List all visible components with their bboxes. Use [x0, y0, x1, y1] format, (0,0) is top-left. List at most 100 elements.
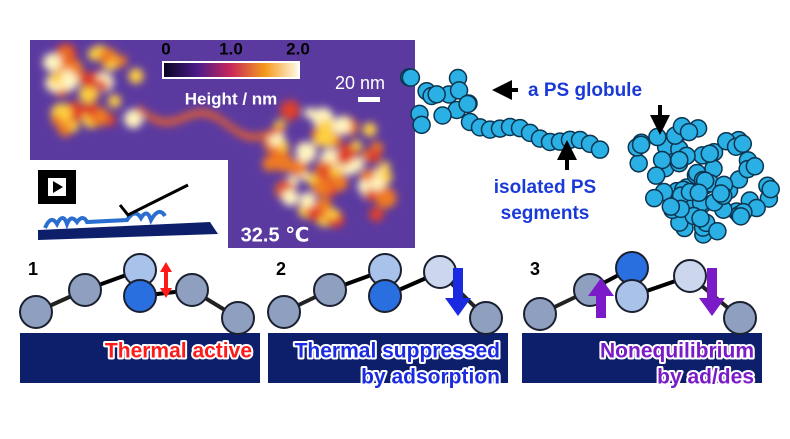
afm-blob	[234, 128, 242, 137]
monomer	[449, 81, 469, 100]
monomer	[745, 157, 765, 176]
afm-blob	[220, 118, 228, 127]
inset	[30, 160, 228, 248]
afm-blob	[97, 79, 109, 91]
arrow	[699, 268, 725, 316]
panels: 1 Thermal active 2 Thermal suppressed by ads…	[19, 251, 762, 391]
monomer	[711, 184, 731, 203]
afm-blob	[206, 110, 214, 119]
afm-blob	[369, 176, 385, 192]
segments-label: isolated PS	[494, 177, 596, 198]
monomer	[731, 207, 751, 226]
monomer	[679, 122, 699, 142]
panel-caption: by ad/des	[657, 366, 754, 389]
afm-blob	[280, 100, 301, 121]
afm-blob	[115, 54, 128, 67]
afm-blob	[178, 114, 186, 123]
afm-blob	[332, 174, 349, 191]
monomer	[631, 135, 651, 155]
afm-blob	[51, 114, 63, 126]
afm-blob	[87, 47, 102, 61]
afm-blob	[255, 132, 263, 141]
afm-blob	[128, 68, 144, 84]
afm-blob	[143, 111, 151, 120]
afm-blob	[61, 69, 72, 80]
afm-blob	[369, 206, 384, 222]
monomer	[412, 115, 431, 135]
substrate	[268, 333, 508, 383]
monomer	[733, 134, 753, 154]
afm-blob	[213, 113, 221, 122]
panel-number: 1	[28, 259, 38, 279]
monomer	[458, 94, 477, 114]
panel-caption: Thermal active	[105, 340, 252, 363]
bead	[68, 273, 102, 307]
afm-blob	[312, 136, 323, 147]
afm-features	[42, 43, 397, 228]
monomer	[652, 150, 672, 170]
polymer-chain	[399, 68, 780, 244]
panel-caption: Thermal suppressed	[295, 340, 500, 363]
bead	[19, 295, 53, 329]
bead	[175, 273, 209, 307]
bead	[423, 255, 457, 289]
monomer	[661, 197, 681, 216]
monomer	[691, 209, 710, 228]
afm-blob	[164, 118, 172, 127]
bead	[123, 279, 157, 313]
afm-blob	[241, 131, 249, 140]
afm-blob	[351, 157, 365, 171]
afm-blob	[269, 128, 277, 137]
afm-blob	[357, 180, 370, 193]
afm-blob	[83, 102, 98, 117]
afm-blob	[336, 149, 352, 166]
bead	[523, 297, 557, 331]
bead	[313, 273, 347, 307]
afm-blob	[375, 187, 397, 209]
afm-blob	[42, 53, 62, 72]
bead	[368, 279, 402, 313]
monomer	[644, 188, 664, 208]
afm-blob	[311, 177, 332, 197]
monomer	[708, 221, 727, 241]
afm-blob	[78, 84, 97, 104]
afm-blob	[295, 142, 317, 163]
colorbar-tick: 1.0	[219, 39, 243, 58]
arrow	[445, 268, 471, 316]
bead	[267, 295, 301, 329]
afm-blob	[305, 173, 317, 185]
colorbar-tick: 2.0	[286, 39, 310, 58]
substrate	[20, 333, 260, 383]
afm-blob	[98, 49, 114, 65]
bead	[221, 301, 255, 335]
afm-blob	[157, 117, 165, 126]
afm-blob	[68, 121, 80, 132]
panel-number: 3	[530, 259, 540, 279]
bead	[615, 279, 649, 313]
afm-blob	[366, 148, 382, 163]
panel-caption: by adsorption	[361, 366, 500, 389]
monomer	[427, 85, 446, 104]
afm-blob	[290, 158, 308, 176]
afm-blob	[185, 111, 193, 120]
segments-label: segments	[501, 203, 590, 224]
monomer	[646, 166, 666, 185]
afm-blob	[171, 116, 179, 125]
monomer	[401, 68, 421, 87]
monomer	[629, 154, 648, 173]
afm-blob	[199, 108, 207, 117]
afm-blob	[327, 208, 339, 220]
afm-blob	[351, 140, 363, 151]
bead	[673, 259, 707, 293]
afm-blob	[276, 125, 284, 134]
globule-label: a PS globule	[528, 80, 642, 101]
afm-blob	[316, 197, 332, 213]
temperature: 32.5 ℃	[241, 224, 310, 246]
afm-blob	[362, 122, 377, 137]
monomer	[761, 179, 780, 199]
afm-blob	[318, 165, 329, 176]
afm-blob	[272, 150, 292, 170]
panel-number: 2	[276, 259, 286, 279]
afm-blob	[262, 130, 270, 139]
